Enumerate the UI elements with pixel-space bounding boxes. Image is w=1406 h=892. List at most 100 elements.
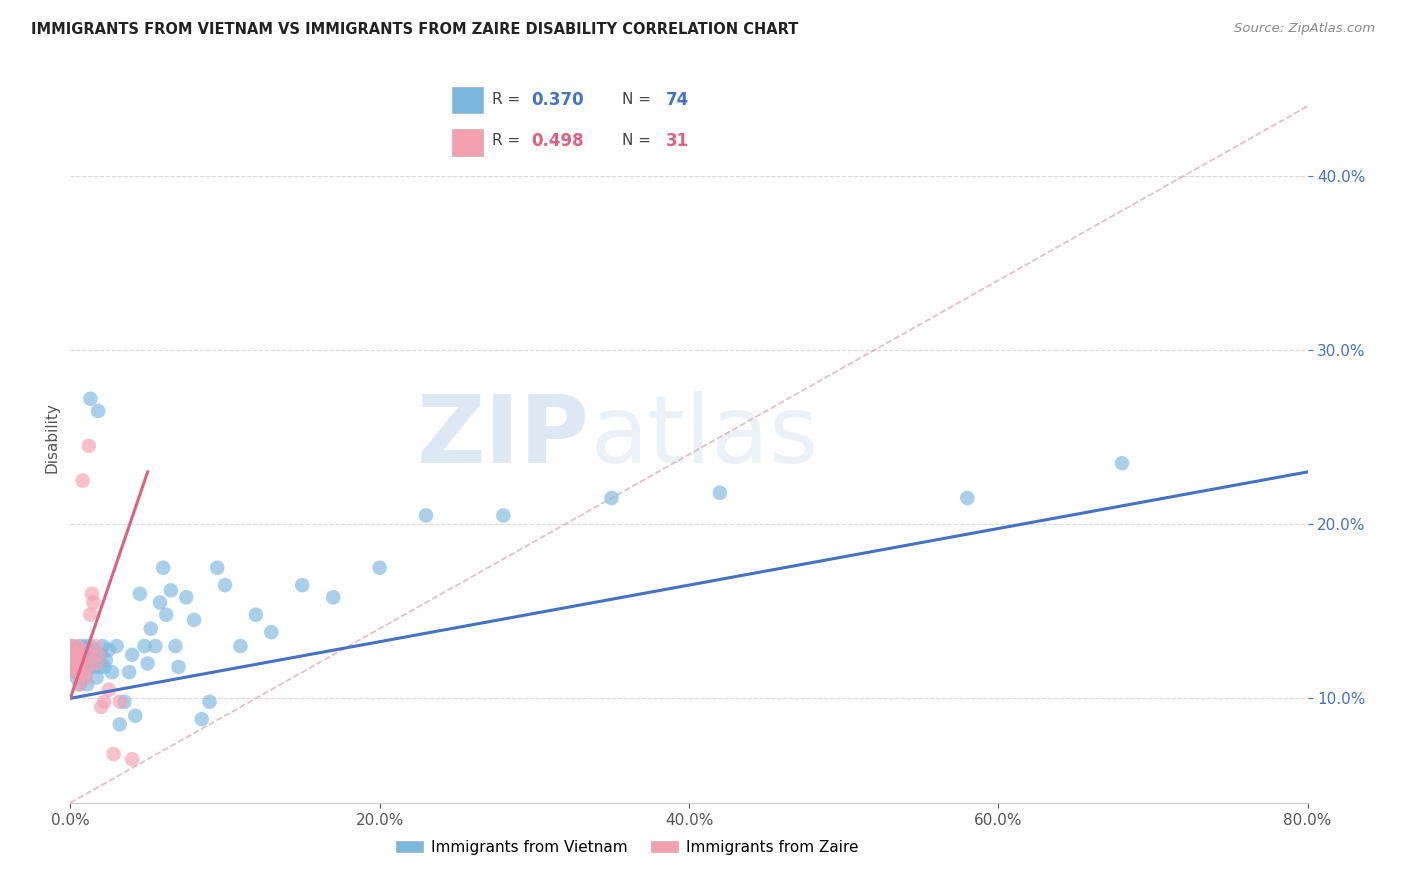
- Point: [415, 508, 437, 523]
- Point: [79, 607, 101, 622]
- Point: [160, 583, 183, 598]
- Point: [114, 695, 135, 709]
- Point: [600, 491, 623, 505]
- Point: [214, 578, 236, 592]
- Point: [229, 639, 252, 653]
- Point: [103, 747, 125, 761]
- Point: [73, 670, 96, 684]
- Point: [63, 648, 86, 662]
- Point: [76, 660, 98, 674]
- Point: [76, 653, 98, 667]
- Point: [167, 660, 190, 674]
- Point: [93, 660, 115, 674]
- Point: [90, 700, 112, 714]
- Point: [86, 657, 108, 671]
- Point: [136, 657, 159, 671]
- Point: [67, 660, 90, 674]
- Point: [80, 648, 103, 662]
- Point: [1111, 456, 1133, 470]
- Point: [139, 622, 162, 636]
- Point: [72, 665, 94, 680]
- Point: [155, 607, 177, 622]
- Point: [72, 660, 94, 674]
- Point: [79, 639, 101, 653]
- Point: [84, 653, 107, 667]
- Point: [108, 717, 131, 731]
- Point: [69, 665, 91, 680]
- Point: [60, 639, 83, 653]
- Point: [75, 665, 97, 680]
- Point: [174, 591, 197, 605]
- Point: [65, 639, 87, 653]
- Text: 74: 74: [665, 91, 689, 109]
- Point: [67, 648, 90, 662]
- Point: [101, 665, 124, 680]
- Point: [82, 660, 105, 674]
- Point: [87, 404, 110, 418]
- Point: [63, 660, 86, 674]
- Point: [98, 682, 120, 697]
- Point: [956, 491, 979, 505]
- Point: [77, 648, 100, 662]
- Point: [69, 653, 91, 667]
- Point: [87, 648, 110, 662]
- Point: [118, 665, 141, 680]
- Point: [82, 595, 105, 609]
- Point: [65, 660, 87, 674]
- Point: [65, 642, 87, 657]
- Point: [62, 660, 84, 674]
- Point: [73, 665, 96, 680]
- Point: [72, 474, 94, 488]
- Point: [62, 653, 84, 667]
- Point: [145, 639, 166, 653]
- Y-axis label: Disability: Disability: [44, 401, 59, 473]
- Point: [77, 439, 100, 453]
- Point: [108, 695, 131, 709]
- Point: [152, 560, 174, 574]
- Point: [67, 657, 90, 671]
- Point: [191, 712, 214, 726]
- Point: [60, 639, 83, 653]
- Text: 0.370: 0.370: [531, 91, 583, 109]
- Point: [67, 665, 90, 680]
- Point: [75, 639, 97, 653]
- Point: [89, 660, 111, 674]
- Text: IMMIGRANTS FROM VIETNAM VS IMMIGRANTS FROM ZAIRE DISABILITY CORRELATION CHART: IMMIGRANTS FROM VIETNAM VS IMMIGRANTS FR…: [31, 22, 799, 37]
- Point: [98, 642, 120, 657]
- Point: [77, 648, 100, 662]
- Text: 31: 31: [665, 132, 689, 150]
- Point: [62, 648, 84, 662]
- Point: [72, 653, 94, 667]
- Point: [245, 607, 267, 622]
- Point: [291, 578, 314, 592]
- Point: [73, 642, 96, 657]
- Point: [165, 639, 187, 653]
- Text: R =: R =: [492, 134, 526, 148]
- Point: [121, 648, 143, 662]
- Point: [63, 665, 86, 680]
- Point: [94, 653, 117, 667]
- Bar: [453, 129, 484, 156]
- Point: [70, 642, 93, 657]
- Point: [121, 752, 143, 766]
- Point: [70, 639, 93, 653]
- Text: N =: N =: [623, 93, 657, 107]
- Point: [260, 625, 283, 640]
- Text: 0.498: 0.498: [531, 132, 583, 150]
- Point: [105, 639, 128, 653]
- Point: [70, 648, 93, 662]
- Point: [80, 587, 103, 601]
- Point: [183, 613, 205, 627]
- Point: [198, 695, 221, 709]
- Point: [322, 591, 344, 605]
- Point: [134, 639, 156, 653]
- Text: atlas: atlas: [591, 391, 818, 483]
- Text: Source: ZipAtlas.com: Source: ZipAtlas.com: [1234, 22, 1375, 36]
- Point: [62, 653, 84, 667]
- Text: ZIP: ZIP: [418, 391, 591, 483]
- Point: [368, 560, 391, 574]
- Text: R =: R =: [492, 93, 526, 107]
- Point: [63, 665, 86, 680]
- Point: [82, 642, 105, 657]
- Point: [67, 657, 90, 671]
